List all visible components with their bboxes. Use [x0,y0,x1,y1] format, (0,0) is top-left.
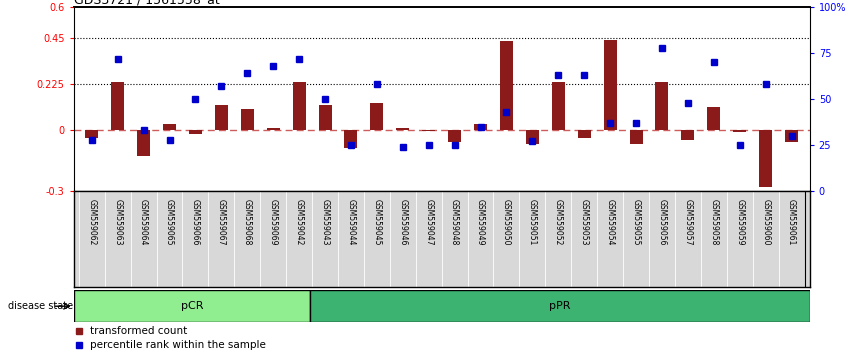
Bar [604,40,617,130]
Text: GSM559044: GSM559044 [346,199,355,245]
Text: GSM559060: GSM559060 [761,199,770,245]
Bar [397,128,410,130]
Bar [241,109,254,130]
Text: GSM559057: GSM559057 [683,199,693,245]
Bar [345,130,358,148]
Text: GSM559047: GSM559047 [424,199,433,245]
Bar [74,290,310,322]
Bar [371,103,384,130]
Bar [215,105,228,130]
Text: GSM559063: GSM559063 [113,199,122,245]
Bar [310,290,810,322]
Bar [708,107,721,130]
Bar [734,130,746,132]
Bar [682,130,695,140]
Bar [630,130,643,144]
Bar [552,82,565,130]
Bar [163,124,176,130]
Bar [189,130,202,134]
Bar [759,130,772,187]
Bar [293,82,306,130]
Bar [474,124,487,130]
Text: GSM559061: GSM559061 [787,199,796,245]
Text: GSM559064: GSM559064 [139,199,148,245]
Text: GSM559045: GSM559045 [372,199,381,245]
Text: pCR: pCR [181,301,204,311]
Text: GSM559055: GSM559055 [631,199,641,245]
Text: GSM559051: GSM559051 [528,199,537,245]
Text: pPR: pPR [549,301,571,311]
Text: GSM559052: GSM559052 [553,199,563,245]
Bar [500,41,513,130]
Bar [578,130,591,138]
Bar [526,130,539,144]
Bar [319,105,332,130]
Text: GSM559043: GSM559043 [320,199,330,245]
Bar [85,130,98,138]
Text: GSM559069: GSM559069 [268,199,278,245]
Text: GSM559062: GSM559062 [87,199,96,245]
Text: disease state: disease state [8,301,73,311]
Bar [785,130,798,142]
Text: GSM559068: GSM559068 [242,199,252,245]
Bar [137,130,150,156]
Bar [448,130,461,142]
Text: GSM559066: GSM559066 [191,199,200,245]
Text: GSM559067: GSM559067 [216,199,226,245]
Text: GSM559050: GSM559050 [502,199,511,245]
Bar [423,130,436,131]
Text: GSM559048: GSM559048 [450,199,459,245]
Bar [267,128,280,130]
Text: GSM559046: GSM559046 [398,199,407,245]
Text: transformed count: transformed count [90,326,187,336]
Text: percentile rank within the sample: percentile rank within the sample [90,340,266,350]
Text: GSM559058: GSM559058 [709,199,718,245]
Text: GSM559054: GSM559054 [605,199,615,245]
Bar [111,82,124,130]
Bar [656,82,669,130]
Text: GSM559042: GSM559042 [294,199,304,245]
Text: GSM559059: GSM559059 [735,199,744,245]
Text: GSM559065: GSM559065 [165,199,174,245]
Text: GDS3721 / 1561558_at: GDS3721 / 1561558_at [74,0,219,6]
Text: GSM559049: GSM559049 [476,199,485,245]
Text: GSM559056: GSM559056 [657,199,667,245]
Text: GSM559053: GSM559053 [579,199,589,245]
